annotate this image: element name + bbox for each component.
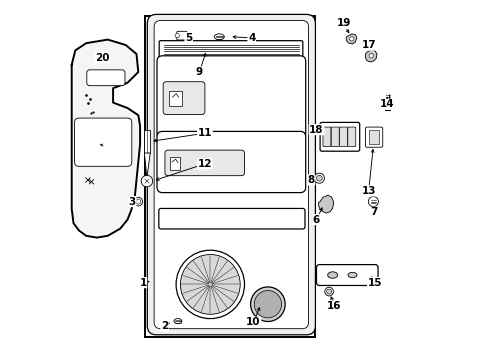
FancyBboxPatch shape [154, 21, 308, 329]
Text: 14: 14 [379, 99, 393, 109]
FancyBboxPatch shape [339, 127, 347, 147]
Circle shape [368, 54, 373, 58]
Ellipse shape [347, 272, 356, 278]
FancyBboxPatch shape [347, 127, 355, 147]
Circle shape [175, 33, 179, 38]
Text: 3: 3 [128, 197, 136, 207]
Ellipse shape [214, 34, 224, 40]
Circle shape [141, 175, 152, 187]
Text: 1: 1 [139, 278, 146, 288]
Bar [145, 16, 314, 337]
Text: 4: 4 [247, 33, 255, 43]
Circle shape [254, 291, 281, 318]
FancyBboxPatch shape [316, 265, 377, 285]
Circle shape [136, 199, 141, 204]
FancyBboxPatch shape [330, 127, 339, 147]
FancyBboxPatch shape [157, 56, 305, 139]
Circle shape [326, 289, 331, 294]
Text: 17: 17 [361, 40, 375, 50]
FancyBboxPatch shape [320, 122, 359, 151]
Bar [368, 130, 379, 144]
Text: 20: 20 [95, 53, 109, 63]
Bar [169, 157, 179, 170]
Text: 5: 5 [184, 33, 192, 43]
Circle shape [324, 287, 333, 296]
Text: 7: 7 [369, 207, 377, 217]
Text: 8: 8 [307, 175, 314, 185]
FancyBboxPatch shape [365, 127, 382, 147]
Circle shape [316, 175, 322, 181]
Text: 12: 12 [197, 159, 212, 169]
Ellipse shape [174, 319, 182, 324]
Ellipse shape [327, 272, 337, 278]
Text: 6: 6 [312, 215, 320, 225]
Polygon shape [144, 153, 150, 178]
Polygon shape [346, 34, 356, 44]
Circle shape [349, 37, 353, 41]
FancyBboxPatch shape [87, 70, 125, 86]
Circle shape [367, 197, 378, 207]
Text: 9: 9 [196, 67, 203, 77]
FancyBboxPatch shape [159, 208, 305, 229]
Text: 13: 13 [361, 186, 375, 196]
FancyBboxPatch shape [159, 41, 302, 57]
Text: 19: 19 [336, 18, 350, 28]
Polygon shape [72, 40, 140, 238]
Circle shape [314, 173, 324, 183]
FancyBboxPatch shape [177, 31, 186, 40]
FancyBboxPatch shape [164, 150, 244, 176]
FancyBboxPatch shape [157, 131, 305, 193]
Text: 15: 15 [367, 278, 381, 288]
Circle shape [250, 287, 285, 321]
Polygon shape [365, 50, 376, 62]
FancyBboxPatch shape [75, 118, 132, 166]
FancyBboxPatch shape [147, 14, 315, 335]
FancyBboxPatch shape [163, 82, 204, 114]
Text: 2: 2 [161, 321, 168, 331]
Text: 16: 16 [326, 301, 341, 311]
FancyBboxPatch shape [322, 127, 330, 147]
Text: 18: 18 [308, 125, 323, 135]
Circle shape [176, 250, 244, 319]
Polygon shape [318, 195, 333, 213]
Circle shape [134, 197, 142, 206]
Text: 10: 10 [246, 317, 260, 327]
Bar [168, 91, 181, 106]
Bar [143, 130, 150, 153]
Text: 11: 11 [197, 128, 212, 138]
Circle shape [180, 255, 240, 314]
